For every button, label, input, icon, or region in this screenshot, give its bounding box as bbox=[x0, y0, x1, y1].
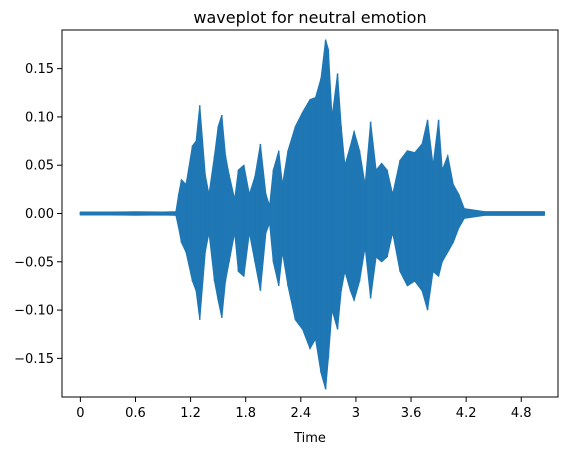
y-tick-label: 0.15 bbox=[25, 62, 54, 77]
y-axis: −0.15 −0.10 −0.05 0.00 0.05 0.10 0.15 bbox=[14, 62, 62, 367]
y-tick-label: −0.10 bbox=[14, 304, 54, 319]
x-tick-label: 4.2 bbox=[456, 406, 477, 421]
x-tick-label: 0 bbox=[76, 406, 84, 421]
plot-area bbox=[79, 39, 545, 390]
x-tick-label: 3 bbox=[352, 406, 360, 421]
x-axis: 0 0.6 1.2 1.8 2.4 3 3.6 4.2 4.8 bbox=[76, 397, 532, 421]
chart-title: waveplot for neutral emotion bbox=[193, 8, 426, 27]
y-tick-label: 0.00 bbox=[25, 207, 54, 222]
plot-frame bbox=[61, 29, 559, 398]
x-tick-label: 3.6 bbox=[401, 406, 422, 421]
x-tick-label: 0.6 bbox=[125, 406, 146, 421]
y-tick-label: 0.10 bbox=[25, 110, 54, 125]
waveform-envelope-0 bbox=[79, 39, 545, 390]
x-axis-label: Time bbox=[293, 431, 326, 446]
x-tick-label: 1.2 bbox=[180, 406, 201, 421]
x-tick-label: 1.8 bbox=[235, 406, 256, 421]
y-tick-label: 0.05 bbox=[25, 159, 54, 174]
y-tick-label: −0.15 bbox=[14, 352, 54, 367]
x-tick-label: 4.8 bbox=[511, 406, 532, 421]
y-tick-label: −0.05 bbox=[14, 255, 54, 270]
x-tick-label: 2.4 bbox=[290, 406, 311, 421]
